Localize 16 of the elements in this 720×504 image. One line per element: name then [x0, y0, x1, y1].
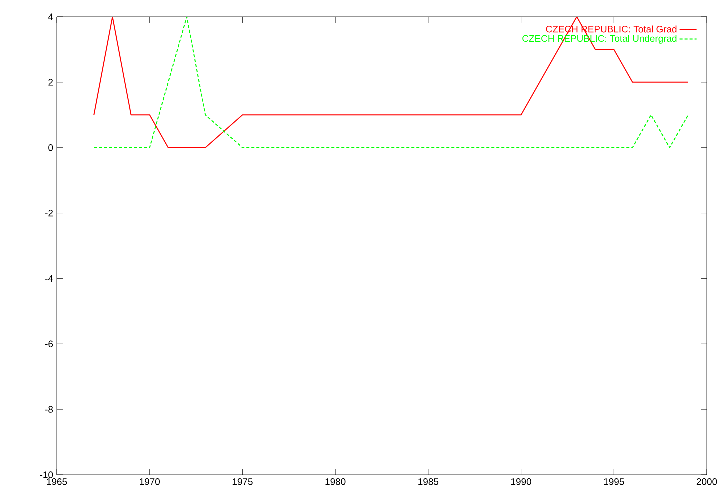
- y-tick-label: -6: [45, 340, 54, 348]
- y-tick-label: -8: [45, 406, 54, 413]
- x-tick-label: 1990: [511, 478, 532, 486]
- x-tick-label: 1965: [47, 478, 68, 486]
- y-tick-label: -10: [40, 472, 54, 478]
- x-tick-label: 1970: [140, 478, 160, 486]
- x-tick-label: 1980: [326, 478, 346, 486]
- y-tick-label: 2: [48, 79, 54, 86]
- y-tick-label: -4: [45, 275, 54, 282]
- y-tick-label: 0: [48, 144, 54, 152]
- x-tick-label: 1995: [604, 478, 624, 486]
- y-tick-label: -2: [45, 210, 54, 217]
- y-tick-label: 4: [48, 14, 54, 20]
- x-tick-label: 2000: [696, 478, 718, 486]
- x-tick-label: 1975: [232, 478, 253, 486]
- x-tick-label: 1985: [418, 478, 439, 486]
